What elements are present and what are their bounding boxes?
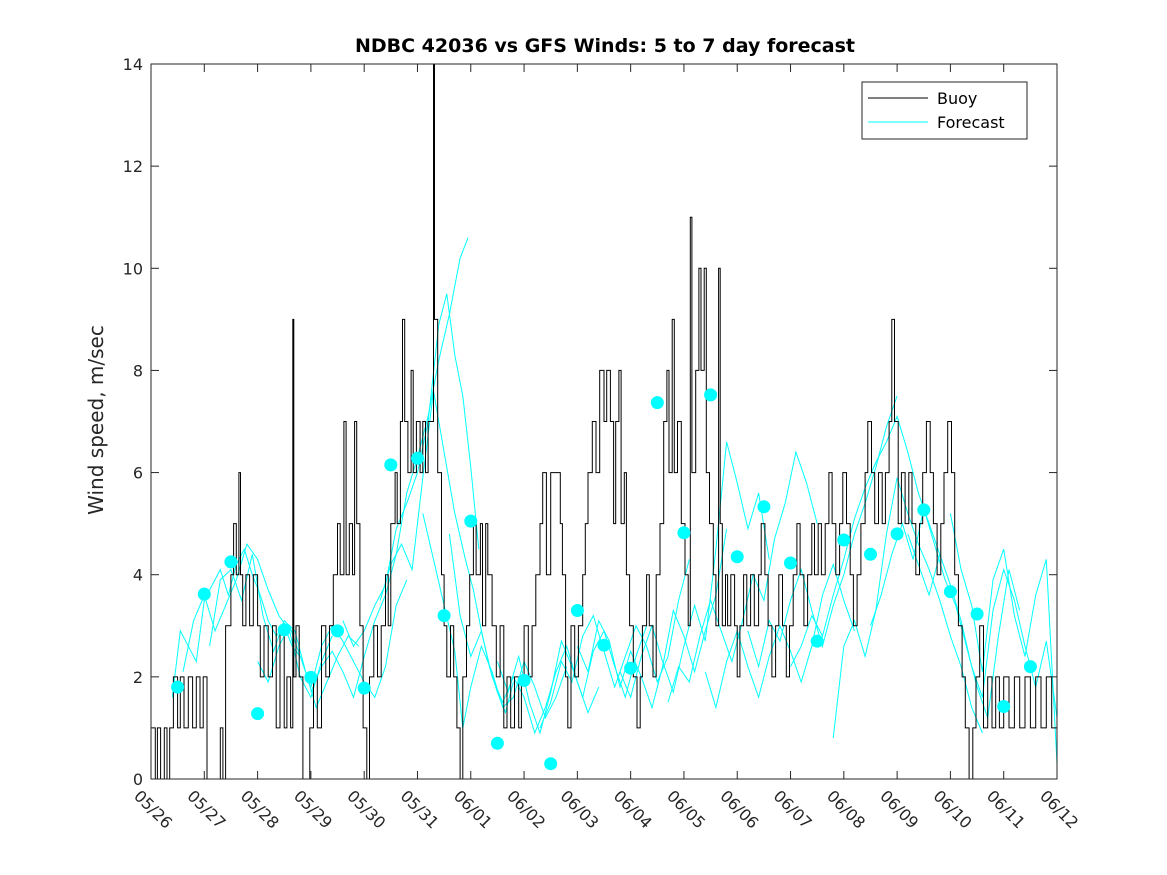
y-tick-label: 14 (123, 55, 143, 74)
forecast-marker-29 (943, 585, 957, 599)
x-tick-label: 06/03 (557, 786, 603, 832)
x-tick-label: 06/01 (450, 786, 496, 832)
forecast-line-17 (832, 477, 983, 739)
y-tick-label: 4 (133, 566, 143, 585)
forecast-marker-22 (757, 500, 771, 514)
forecast-line-10 (539, 559, 690, 729)
forecast-marker-7 (357, 681, 371, 695)
forecast-marker-25 (837, 533, 851, 547)
forecast-marker-27 (890, 527, 904, 541)
forecast-line-14 (704, 562, 855, 710)
buoy-line (151, 64, 1057, 779)
forecast-marker-2 (224, 555, 238, 569)
y-tick-label: 6 (133, 464, 143, 483)
x-tick-label: 06/04 (610, 786, 656, 832)
forecast-line-18 (870, 508, 1021, 718)
x-tick-label: 05/31 (397, 786, 443, 832)
x-tick-label: 06/07 (770, 786, 816, 832)
legend: Buoy Forecast (861, 81, 1028, 140)
plot-frame (150, 63, 1058, 780)
forecast-marker-0 (171, 680, 185, 694)
forecast-line-9 (496, 625, 648, 735)
forecast-marker-12 (490, 736, 504, 750)
forecast-marker-8 (384, 458, 398, 472)
forecast-marker-5 (304, 670, 318, 684)
x-tick-label: 06/10 (930, 786, 976, 832)
x-tick-label: 06/02 (503, 786, 549, 832)
x-tick-label: 06/11 (983, 786, 1029, 832)
forecast-line-11 (576, 528, 728, 710)
forecast-line-15 (747, 395, 898, 669)
legend-box (861, 81, 1028, 140)
forecast-marker-14 (544, 757, 558, 771)
x-tick-label: 05/28 (237, 786, 283, 832)
forecast-marker-31 (997, 700, 1011, 713)
forecast-line-5 (342, 293, 480, 648)
y-tick-label: 10 (123, 259, 143, 278)
x-tick-label: 06/08 (823, 786, 869, 832)
forecast-marker-16 (597, 638, 611, 652)
chart-title: NDBC 42036 vs GFS Winds: 5 to 7 day fore… (355, 35, 855, 57)
forecast-line-19 (907, 533, 1057, 718)
forecast-marker-32 (1023, 660, 1037, 674)
forecast-line-20 (949, 513, 1057, 764)
forecast-line-8 (448, 533, 600, 735)
forecast-marker-15 (570, 604, 584, 617)
legend-label-buoy: Buoy (937, 89, 977, 108)
x-tick-label: 05/27 (183, 786, 229, 832)
x-axis: 05/26 05/27 05/28 05/29 05/30 05/31 06/01 06/02… (130, 64, 1082, 832)
x-tick-label: 05/26 (130, 786, 176, 832)
forecast-marker-1 (197, 587, 211, 601)
forecast-marker-19 (677, 526, 691, 540)
forecast-marker-20 (704, 388, 718, 402)
forecast-marker-28 (917, 503, 931, 517)
y-tick-label: 0 (133, 770, 143, 789)
forecast-marker-9 (411, 451, 424, 465)
forecast-marker-13 (517, 673, 531, 687)
legend-label-forecast: Forecast (937, 113, 1005, 132)
x-tick-label: 05/29 (290, 786, 336, 832)
x-tick-label: 06/09 (876, 786, 922, 832)
x-tick-label: 06/12 (1036, 786, 1082, 832)
forecast-marker-21 (730, 550, 744, 564)
x-tick-label: 06/05 (663, 786, 709, 832)
forecast-line-2 (209, 554, 360, 709)
forecast-marker-30 (970, 607, 984, 621)
y-axis: 0 2 4 6 8 10 12 14 (123, 55, 1057, 789)
y-axis-title: Wind speed, m/sec (84, 325, 108, 515)
x-tick-label: 06/06 (716, 786, 762, 832)
y-tick-label: 2 (133, 668, 143, 687)
y-tick-label: 12 (123, 157, 143, 176)
x-tick-label: 05/30 (343, 786, 389, 832)
forecast-line-12 (619, 441, 770, 699)
plot-area (151, 64, 1057, 779)
forecast-line-1 (182, 542, 333, 699)
forecast-marker-3 (251, 707, 265, 721)
forecast-marker-17 (624, 661, 638, 675)
forecast-marker-10 (437, 609, 451, 623)
forecast-marker-6 (331, 624, 344, 638)
forecast-marker-11 (464, 514, 478, 528)
series-layer (151, 64, 1057, 779)
forecast-marker-24 (810, 634, 824, 648)
y-tick-label: 8 (133, 361, 143, 380)
forecast-marker-23 (784, 556, 797, 570)
forecast-marker-18 (650, 396, 664, 410)
forecast-marker-4 (277, 623, 291, 637)
forecast-line-13 (667, 450, 818, 703)
forecast-marker-26 (864, 547, 877, 561)
